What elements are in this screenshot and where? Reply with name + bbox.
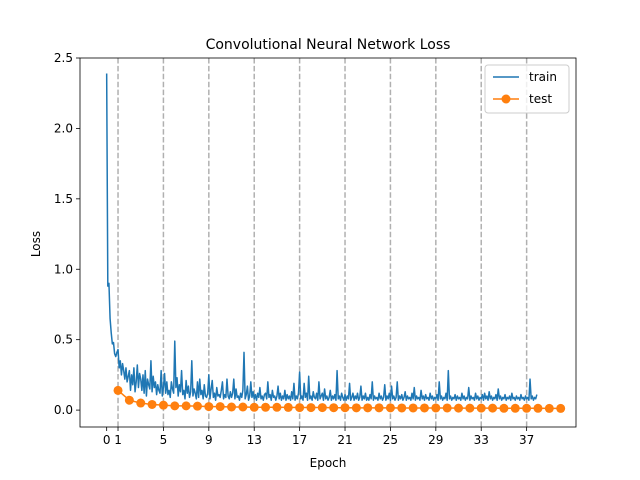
series-point-test xyxy=(431,403,441,413)
series-point-test xyxy=(454,403,464,413)
series-point-test xyxy=(374,403,384,413)
y-tick-label: 1.0 xyxy=(54,262,73,276)
series-point-test xyxy=(136,398,146,408)
series-point-test xyxy=(329,403,339,413)
series-point-test xyxy=(442,403,452,413)
chart-title: Convolutional Neural Network Loss xyxy=(206,37,451,53)
x-tick-label: 25 xyxy=(383,433,398,447)
legend: train test xyxy=(484,64,570,114)
series-point-test xyxy=(238,402,248,412)
y-axis-label: Loss xyxy=(29,231,43,257)
x-tick-label: 33 xyxy=(474,433,489,447)
x-tick-label: 1 xyxy=(114,433,122,447)
series-point-test xyxy=(215,402,225,412)
series-point-test xyxy=(408,403,418,413)
x-tick-label: 37 xyxy=(519,433,534,447)
series-point-test xyxy=(249,402,259,412)
legend-marker-test xyxy=(501,94,511,104)
series-point-test xyxy=(385,403,395,413)
series-line-train xyxy=(105,73,538,401)
series-point-test xyxy=(465,403,475,413)
series-point-test xyxy=(272,402,282,412)
series-point-test xyxy=(340,403,350,413)
y-tick-label: 0.0 xyxy=(54,403,73,417)
x-tick-label: 0 xyxy=(103,433,111,447)
x-tick-label: 29 xyxy=(428,433,443,447)
y-tick-label: 0.5 xyxy=(54,333,73,347)
series-point-test xyxy=(419,403,429,413)
axes-frame xyxy=(79,57,577,428)
series-point-test xyxy=(181,401,191,411)
series-point-test xyxy=(124,395,134,405)
series-point-test xyxy=(192,401,202,411)
series-point-test xyxy=(170,401,180,411)
series-point-test xyxy=(317,403,327,413)
series-point-test xyxy=(499,403,509,413)
x-tick-label: 13 xyxy=(247,433,262,447)
series-point-test xyxy=(510,403,520,413)
series-point-test xyxy=(397,403,407,413)
series-point-test xyxy=(204,402,214,412)
y-tick-label: 2.0 xyxy=(54,121,73,135)
x-tick-label: 5 xyxy=(160,433,168,447)
series-point-test xyxy=(227,402,237,412)
series-point-test xyxy=(488,403,498,413)
series-point-test xyxy=(113,385,123,395)
plot-area: 0 1 5 9 13 17 21 25 29 33 37 0.0 0.5 1.0 1.5 2.0 2.5 xyxy=(54,51,577,447)
series-point-test xyxy=(522,403,532,413)
x-tick-label: 17 xyxy=(292,433,307,447)
legend-label-test: test xyxy=(529,92,552,106)
legend-label-train: train xyxy=(529,70,557,84)
series-point-test xyxy=(283,402,293,412)
series-point-test xyxy=(295,403,305,413)
series-point-test xyxy=(363,403,373,413)
series-point-test xyxy=(261,402,271,412)
series-point-test xyxy=(533,403,543,413)
y-tick-label: 1.5 xyxy=(54,192,73,206)
series-point-test xyxy=(158,400,168,410)
y-tick-label: 2.5 xyxy=(54,51,73,65)
series-point-test xyxy=(306,403,316,413)
series-point-test xyxy=(147,399,157,409)
series-point-test xyxy=(351,403,361,413)
series-point-test xyxy=(544,403,554,413)
series-point-test xyxy=(476,403,486,413)
series-point-test xyxy=(556,403,566,413)
x-axis-label: Epoch xyxy=(310,456,347,470)
series-line-test xyxy=(117,389,561,410)
x-tick-label: 21 xyxy=(337,433,352,447)
x-tick-label: 9 xyxy=(205,433,213,447)
